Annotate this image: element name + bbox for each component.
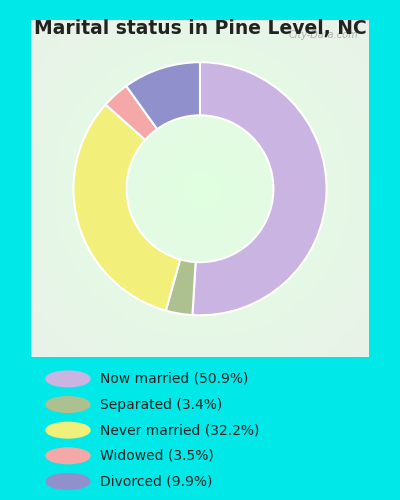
Circle shape xyxy=(46,448,90,464)
Wedge shape xyxy=(74,104,180,310)
Wedge shape xyxy=(192,62,326,316)
Wedge shape xyxy=(126,62,200,129)
Circle shape xyxy=(46,422,90,438)
Circle shape xyxy=(46,474,90,490)
Text: Separated (3.4%): Separated (3.4%) xyxy=(100,398,222,411)
Circle shape xyxy=(46,371,90,386)
Text: Widowed (3.5%): Widowed (3.5%) xyxy=(100,449,214,463)
Text: City-Data.com: City-Data.com xyxy=(289,30,359,40)
Text: Now married (50.9%): Now married (50.9%) xyxy=(100,372,248,386)
Text: Divorced (9.9%): Divorced (9.9%) xyxy=(100,474,212,488)
Text: Marital status in Pine Level, NC: Marital status in Pine Level, NC xyxy=(34,19,366,38)
Wedge shape xyxy=(106,86,157,140)
Wedge shape xyxy=(166,260,196,315)
Circle shape xyxy=(46,396,90,412)
Text: Never married (32.2%): Never married (32.2%) xyxy=(100,423,259,437)
